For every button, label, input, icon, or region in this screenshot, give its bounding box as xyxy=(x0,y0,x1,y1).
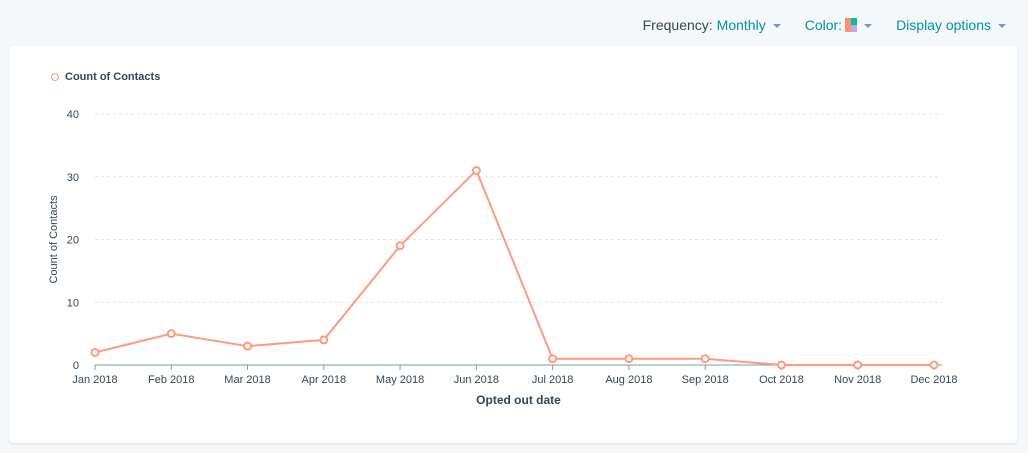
x-tick-label: Jan 2018 xyxy=(72,374,117,386)
chart-card: Count of Contacts 0 10 20 30 40 Jan 2018 Feb 2… xyxy=(9,46,1017,443)
x-tick-label: Oct 2018 xyxy=(759,374,804,386)
line-chart: 0 10 20 30 40 Jan 2018 Feb 2018 Mar 2018 Apr 201… xyxy=(48,109,958,407)
data-point[interactable] xyxy=(776,360,786,370)
frequency-dropdown[interactable]: Frequency: Monthly xyxy=(643,17,781,33)
chart-legend[interactable]: Count of Contacts xyxy=(51,71,160,83)
chart-toolbar: Frequency: Monthly Color: Display option… xyxy=(643,14,1006,36)
color-dropdown[interactable]: Color: xyxy=(804,17,873,33)
y-axis-title: Count of Contacts xyxy=(48,195,60,284)
data-point[interactable] xyxy=(90,347,100,357)
legend-marker-icon xyxy=(51,73,59,81)
data-point[interactable] xyxy=(624,354,634,364)
y-tick-label: 10 xyxy=(67,297,79,309)
frequency-value: Monthly xyxy=(716,17,766,33)
x-tick-label: May 2018 xyxy=(376,374,424,386)
data-point[interactable] xyxy=(853,360,863,370)
data-point[interactable] xyxy=(166,329,176,339)
data-point[interactable] xyxy=(548,354,558,364)
frequency-label: Frequency: xyxy=(642,17,713,33)
x-axis-title: Opted out date xyxy=(476,393,561,407)
series-line xyxy=(94,168,934,366)
x-tick-label: Sep 2018 xyxy=(682,374,729,386)
legend-label: Count of Contacts xyxy=(65,71,161,83)
data-point[interactable] xyxy=(395,241,405,251)
x-tick-label: Feb 2018 xyxy=(148,374,194,386)
chevron-down-icon xyxy=(998,24,1006,28)
display-options-dropdown[interactable]: Display options xyxy=(896,17,1006,33)
chevron-down-icon xyxy=(772,24,781,28)
data-point[interactable] xyxy=(929,360,939,370)
chevron-down-icon xyxy=(864,24,873,28)
data-point[interactable] xyxy=(700,354,710,364)
x-tick-label: Dec 2018 xyxy=(910,374,957,386)
x-tick-label: Mar 2018 xyxy=(224,374,270,386)
y-tick-label: 0 xyxy=(73,360,79,372)
x-tick-label: Apr 2018 xyxy=(301,374,346,386)
y-tick-label: 40 xyxy=(67,109,79,121)
x-tick-label: Jun 2018 xyxy=(454,374,499,386)
x-tick-label: Jul 2018 xyxy=(532,374,574,386)
x-tick-label: Nov 2018 xyxy=(834,374,881,386)
color-label: Color: xyxy=(804,17,843,33)
data-point[interactable] xyxy=(471,165,481,175)
data-point[interactable] xyxy=(319,335,329,345)
x-tick-label: Aug 2018 xyxy=(605,374,652,386)
y-tick-label: 30 xyxy=(67,172,79,184)
display-options-label: Display options xyxy=(896,17,991,33)
data-point[interactable] xyxy=(243,341,253,351)
y-tick-label: 20 xyxy=(67,235,79,247)
color-swatch-icon xyxy=(845,18,858,32)
